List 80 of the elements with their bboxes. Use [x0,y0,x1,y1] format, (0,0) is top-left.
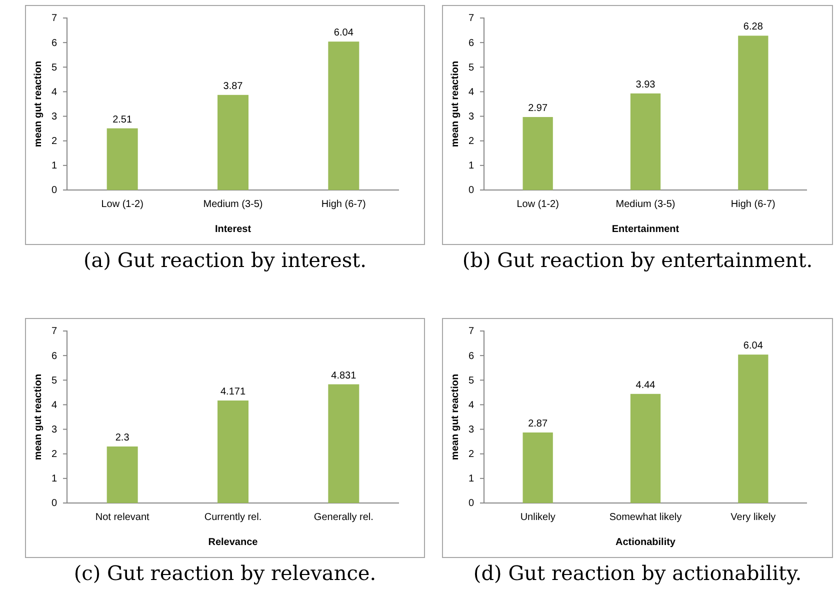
bar [218,94,248,190]
y-tick-label: 3 [51,111,58,122]
y-tick-label: 6 [51,350,58,362]
y-tick-label: 2 [51,449,58,460]
x-tick-label: Currently rel. [204,512,262,524]
data-label: 4.831 [331,370,357,382]
x-tick-label: Low (1-2) [516,199,559,210]
text: (b) Gut reaction by entertainment. [462,248,813,272]
y-tick-label: 1 [51,160,58,172]
y-axis-title: mean gut reaction [33,374,44,460]
data-label: 3.87 [223,80,244,92]
y-tick-label: 5 [51,375,58,386]
x-tick-label: Medium (3-5) [203,199,263,210]
bar [328,384,360,503]
x-tick-label: Somewhat likely [609,512,682,524]
y-tick-label: 2 [468,136,474,148]
y-tick-label: 0 [468,498,474,510]
x-tick-label: Generally rel. [314,512,374,524]
y-tick-label: 4 [468,86,474,98]
x-tick-label: Low (1-2) [101,199,144,210]
x-tick-label: High (6-7) [321,199,366,210]
text: (a) Gut reaction by interest. [83,248,367,272]
y-tick-label: 0 [468,185,474,196]
bar [738,354,768,503]
bar [522,432,553,503]
y-tick-label: 1 [468,160,474,172]
y-tick-label: 3 [468,424,474,436]
data-label: 6.04 [334,28,354,39]
y-tick-label: 0 [51,498,58,510]
y-tick-label: 0 [51,185,58,196]
y-tick-label: 6 [468,350,474,362]
x-tick-label: High (6-7) [730,199,776,210]
bar [630,394,661,503]
data-label: 2.51 [112,114,132,126]
x-tick-label: Medium (3-5) [616,199,676,210]
x-axis-title: Interest [214,224,252,235]
bar [106,446,138,503]
bar [522,117,553,190]
text: (d) Gut reaction by actionability. [473,561,802,585]
y-axis-title: mean gut reaction [450,60,461,148]
y-tick-label: 3 [468,111,474,122]
y-tick-label: 7 [468,326,474,338]
data-label: 2.97 [528,103,548,114]
data-label: 6.04 [743,340,764,352]
data-label: 3.93 [636,79,656,90]
x-axis-title: Actionability [615,537,676,548]
x-tick-label: Not relevant [95,512,150,524]
data-label: 6.28 [743,22,764,33]
y-tick-label: 5 [51,62,58,74]
y-tick-label: 7 [51,13,58,24]
y-tick-label: 4 [51,400,58,411]
y-tick-label: 1 [51,474,58,485]
y-tick-label: 4 [468,400,474,411]
y-tick-label: 1 [468,474,474,485]
y-tick-label: 3 [51,424,58,436]
x-tick-label: Very likely [730,512,776,524]
data-label: 4.171 [220,386,246,398]
y-tick-label: 6 [51,38,58,49]
y-axis-title: mean gut reaction [450,374,461,460]
y-tick-label: 2 [468,449,474,460]
y-tick-label: 7 [468,13,474,24]
y-tick-label: 7 [51,326,58,338]
bar [630,93,661,190]
bar [106,128,138,190]
x-tick-label: Unlikely [520,512,556,524]
text: (c) Gut reaction by relevance. [74,561,376,585]
data-label: 2.87 [528,418,548,430]
bar [328,42,360,190]
y-tick-label: 2 [51,136,58,148]
data-label: 2.3 [115,432,130,444]
y-tick-label: 5 [468,375,474,386]
y-tick-label: 4 [51,86,58,98]
y-tick-label: 5 [468,62,474,74]
bar [738,36,768,190]
y-tick-label: 6 [468,38,474,49]
bar [218,400,248,503]
x-axis-title: Relevance [208,537,258,548]
y-axis-title: mean gut reaction [33,60,44,148]
x-axis-title: Entertainment [612,224,680,235]
data-label: 4.44 [636,380,656,391]
